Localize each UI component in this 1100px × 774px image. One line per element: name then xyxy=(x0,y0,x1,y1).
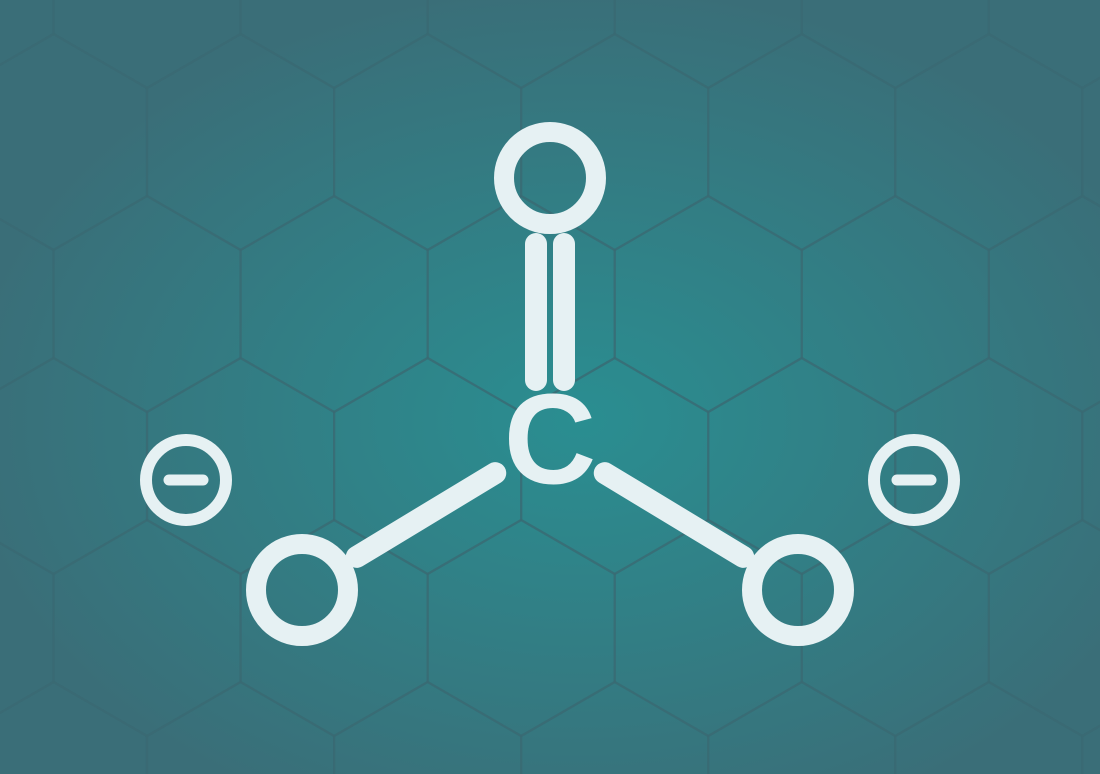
atom-carbon: C xyxy=(504,369,596,512)
diagram-canvas: C xyxy=(0,0,1100,774)
molecule-svg: C xyxy=(0,0,1100,774)
